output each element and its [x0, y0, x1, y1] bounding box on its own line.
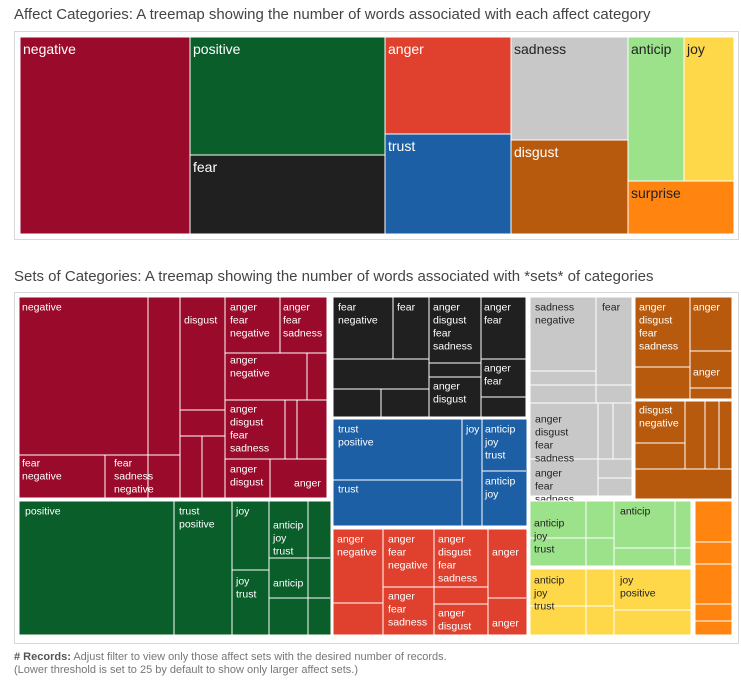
treemap-label-disgust: disgust [514, 144, 558, 160]
set-label-anger-5: anger disgust [438, 608, 471, 633]
set-label-fear-5: anger disgust [433, 381, 466, 406]
treemap-tile-anger[interactable] [384, 36, 512, 135]
set-label-trust-0: trust positive [338, 424, 374, 449]
set-label-negative-5: anger fear sadness [283, 302, 322, 340]
set-group-negative-block-0[interactable] [18, 296, 226, 499]
treemap-tile-positive[interactable] [189, 36, 386, 156]
treemap-label-fear: fear [193, 159, 217, 175]
chart-title-affect: Affect Categories: A treemap showing the… [14, 6, 651, 23]
set-label-negative-7: anger disgust fear sadness [230, 404, 269, 455]
set-group-disgust-block-0[interactable] [634, 296, 733, 400]
set-label-disgust-2: anger [693, 367, 720, 379]
treemap-label-anger: anger [388, 41, 424, 57]
set-label-trust-1: joy [465, 424, 480, 436]
treemap-label-joy: joy [686, 41, 705, 57]
treemap-tile-sadness[interactable] [510, 36, 629, 141]
set-group-anticip-block-0[interactable] [529, 500, 692, 567]
set-label-fear-1: fear [397, 302, 416, 314]
set-label-negative-4: anger fear negative [230, 302, 270, 340]
set-label-positive-4: joy trust [235, 576, 257, 601]
set-label-fear-0: fear negative [338, 302, 378, 327]
set-label-anticip-1: anticip [620, 506, 651, 518]
set-label-anger-4: anger fear sadness [388, 591, 427, 629]
set-label-disgust-0: anger disgust fear sadness [639, 302, 678, 353]
sets-treemap-panel: negative disgust fear negative fear sadness ne… [14, 292, 739, 644]
set-label-anger-0: anger negative [337, 534, 377, 559]
set-group-sadness-block-1[interactable] [529, 402, 633, 497]
set-group-negative-block-1[interactable] [224, 296, 328, 354]
affect-treemap-panel: negative positive fear anger trust sadness dis… [14, 31, 739, 240]
set-label-disgust-1: anger [693, 302, 720, 314]
chart-title-sets: Sets of Categories: A treemap showing th… [14, 268, 654, 285]
set-label-sadness-2: anger disgust fear sadness [535, 414, 574, 465]
set-label-negative-6: anger negative [230, 355, 270, 380]
treemap-tile-joy[interactable] [683, 36, 735, 182]
set-label-anger-3: anger [492, 547, 519, 559]
records-label: # Records: [14, 651, 71, 663]
set-group-disgust-block-1[interactable] [634, 400, 733, 500]
treemap-label-sadness: sadness [514, 41, 566, 57]
treemap-tile-negative[interactable] [19, 36, 191, 235]
set-label-negative-8: anger disgust [230, 464, 263, 489]
treemap-tile-fear[interactable] [189, 154, 386, 235]
treemap-label-trust: trust [388, 138, 415, 154]
treemap-label-anticip: anticip [631, 41, 672, 57]
set-group-anger-block-0[interactable] [332, 528, 528, 636]
set-label-negative-3: fear sadness negative [114, 458, 154, 496]
treemap-tile-surprise[interactable] [627, 180, 735, 235]
set-label-negative-2: fear negative [22, 458, 62, 483]
set-label-anger-2: anger disgust fear sadness [438, 534, 477, 585]
set-label-trust-3: trust [338, 484, 359, 496]
set-group-joy-block-0[interactable] [529, 568, 692, 636]
set-label-positive-0: positive [25, 506, 61, 518]
set-label-joy-1: joy positive [619, 575, 656, 600]
set-label-negative-0: negative [22, 302, 62, 314]
set-label-fear-4: anger fear [484, 363, 511, 388]
set-label-fear-2: anger disgust fear sadness [433, 302, 472, 353]
treemap-label-surprise: surprise [631, 185, 681, 201]
treemap-label-negative: negative [23, 41, 76, 57]
set-label-sadness-0: sadness negative [535, 302, 575, 327]
set-label-positive-5: anticip [273, 578, 304, 590]
set-group-negative-block-3[interactable] [224, 399, 328, 460]
treemap-tile-disgust[interactable] [510, 139, 629, 235]
set-label-anger-6: anger [492, 618, 519, 630]
set-label-anger-1: anger fear negative [388, 534, 428, 572]
set-label-trust-4: anticip joy [484, 476, 516, 501]
set-group-trust-block-0[interactable] [332, 418, 528, 527]
set-label-disgust-3: disgust negative [639, 405, 679, 430]
records-text: Adjust filter to view only those affect … [73, 651, 447, 663]
set-label-negative-9: anger [294, 478, 321, 490]
treemap-tile-anticip[interactable] [627, 36, 685, 182]
set-label-joy-0: anticip joy trust [533, 575, 565, 613]
affect-treemap: negative positive fear anger trust sadness dis… [19, 36, 735, 235]
set-label-fear-3: anger fear [484, 302, 511, 327]
set-label-trust-2: anticip joy trust [484, 424, 516, 462]
set-group-surprise-block-0[interactable] [694, 500, 733, 636]
set-label-anticip-0: anticip joy trust [533, 518, 565, 556]
set-label-negative-1: disgust [184, 315, 217, 327]
treemap-tile-trust[interactable] [384, 133, 512, 235]
set-group-negative-block-4[interactable] [224, 458, 328, 499]
set-group-positive-block-0[interactable] [18, 500, 332, 636]
records-note: # Records: Adjust filter to view only th… [14, 651, 447, 677]
set-label-positive-2: joy [235, 506, 250, 518]
set-label-positive-3: anticip joy trust [272, 520, 304, 558]
records-threshold-note: (Lower threshold is set to 25 by default… [14, 664, 359, 676]
set-label-positive-1: trust positive [179, 506, 215, 531]
set-label-sadness-1: fear [602, 302, 621, 314]
treemap-label-positive: positive [193, 41, 241, 57]
